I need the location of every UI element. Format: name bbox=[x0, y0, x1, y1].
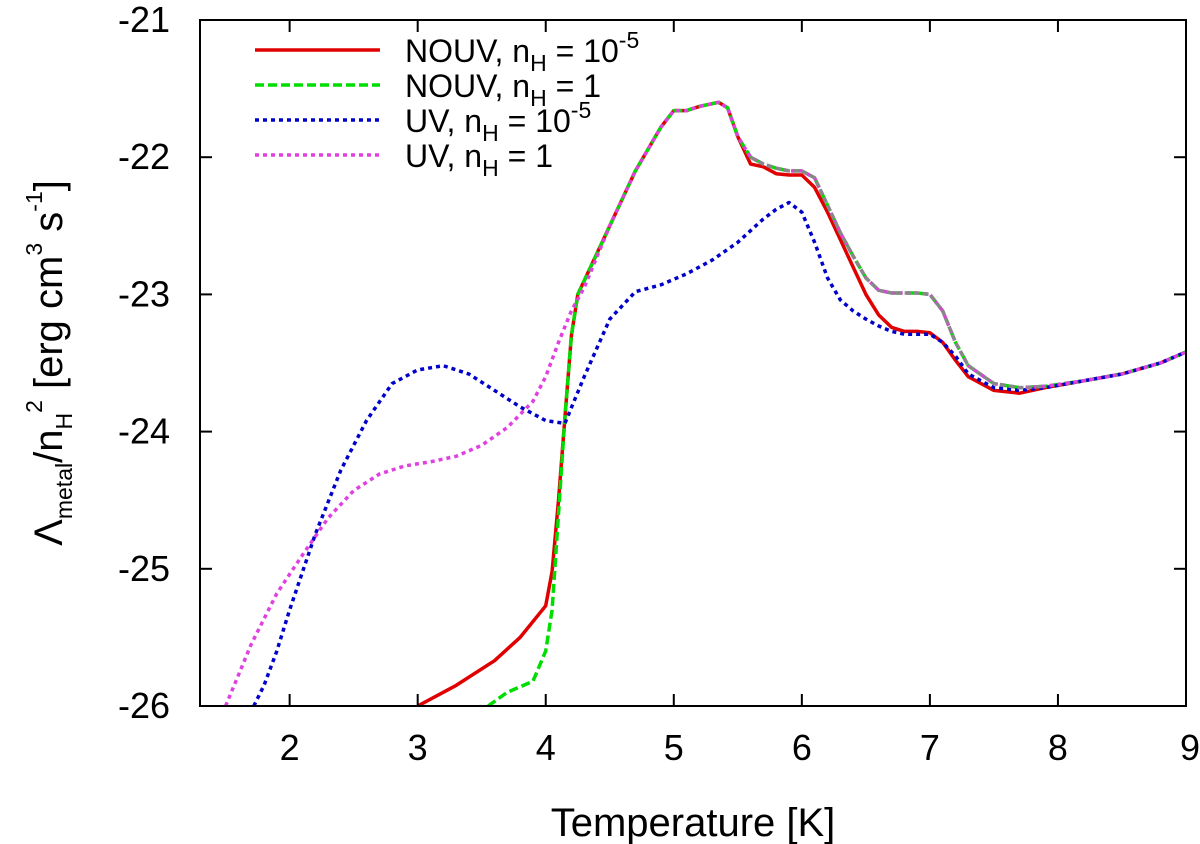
x-tick-label: 2 bbox=[280, 727, 300, 768]
y-tick-label: -23 bbox=[118, 273, 170, 314]
series-overlap-line bbox=[749, 155, 1046, 390]
x-tick-label: 7 bbox=[920, 727, 940, 768]
x-tick-label: 5 bbox=[664, 727, 684, 768]
x-tick-label: 8 bbox=[1048, 727, 1068, 768]
series-line-4 bbox=[223, 100, 1186, 706]
x-tick-label: 9 bbox=[1180, 727, 1200, 768]
legend-label-3: UV, nH = 10-5 bbox=[405, 97, 591, 146]
series-line-2 bbox=[487, 100, 1186, 706]
legend-label-1: NOUV, nH = 10-5 bbox=[405, 27, 639, 76]
y-tick-label: -21 bbox=[118, 0, 170, 40]
legend-label-2: NOUV, nH = 1 bbox=[405, 68, 601, 111]
series-layer bbox=[223, 100, 1186, 706]
x-axis-title: Temperature [K] bbox=[551, 801, 836, 844]
plot-frame bbox=[199, 19, 1187, 707]
y-tick-label: -24 bbox=[118, 411, 170, 452]
y-tick-label: -22 bbox=[118, 136, 170, 177]
ticks-layer: 2 3 4 5 6 7 8 9 -21 -22 -23 -24 -25 -26 bbox=[118, 0, 1200, 768]
x-tick-label: 4 bbox=[536, 727, 556, 768]
series-line-1 bbox=[416, 100, 1186, 706]
x-tick-label: 6 bbox=[792, 727, 812, 768]
legend-label-4: UV, nH = 1 bbox=[405, 138, 553, 181]
y-axis-title: Λmetal/nH2 [erg cm3 s-1] bbox=[21, 180, 77, 546]
y-tick-label: -25 bbox=[118, 548, 170, 589]
x-tick-label: 3 bbox=[408, 727, 428, 768]
series-line-3 bbox=[252, 200, 1186, 706]
y-tick-label: -26 bbox=[118, 685, 170, 726]
